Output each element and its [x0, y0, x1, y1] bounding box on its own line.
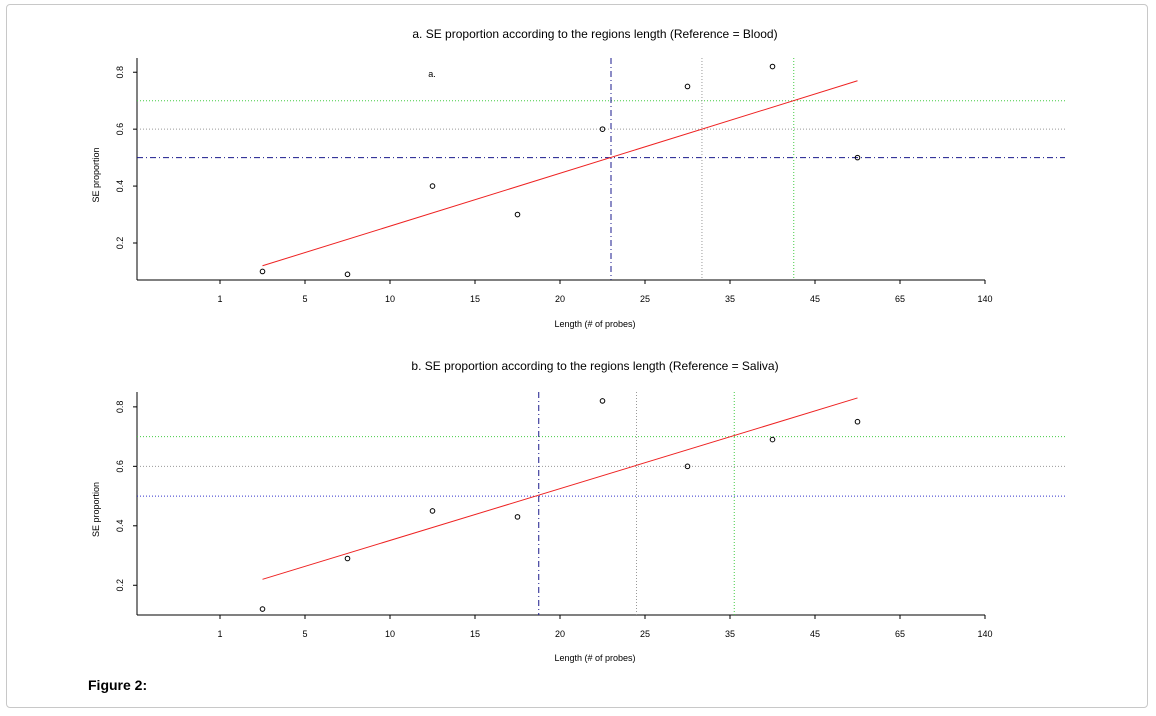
- x-tick-label: 45: [810, 294, 820, 304]
- x-tick-label: 1: [217, 294, 222, 304]
- y-tick-label: 0.6: [115, 123, 125, 136]
- data-point: [769, 63, 776, 70]
- figure-frame: [6, 4, 1148, 708]
- y-tick-label: 0.2: [115, 237, 125, 250]
- chart-title: b. SE proportion according to the region…: [411, 359, 778, 373]
- chart-panel-a: a. SE proportion according to the region…: [91, 27, 1065, 329]
- x-axis-label: Length (# of probes): [554, 319, 635, 329]
- x-tick-label: 5: [302, 629, 307, 639]
- regression-line: [262, 397, 858, 580]
- data-point: [684, 83, 691, 90]
- x-tick-label: 140: [977, 629, 992, 639]
- figure-caption: Figure 2:: [88, 677, 148, 693]
- x-tick-label: 20: [555, 294, 565, 304]
- x-tick-label: 35: [725, 294, 735, 304]
- data-point: [599, 398, 606, 404]
- chart-title: a. SE proportion according to the region…: [412, 27, 777, 41]
- data-point: [259, 268, 266, 275]
- x-tick-label: 140: [977, 294, 992, 304]
- x-tick-label: 1: [217, 629, 222, 639]
- y-tick-label: 0.6: [115, 460, 125, 473]
- data-point: [599, 126, 606, 132]
- data-point: [514, 211, 521, 218]
- y-tick-label: 0.4: [115, 520, 125, 533]
- regression-line: [262, 80, 858, 267]
- data-point: [344, 555, 351, 562]
- x-tick-label: 15: [470, 629, 480, 639]
- data-point: [429, 508, 436, 514]
- y-tick-label: 0.8: [115, 66, 125, 79]
- x-tick-label: 10: [385, 629, 395, 639]
- x-tick-label: 65: [895, 294, 905, 304]
- data-point: [684, 463, 691, 470]
- y-axis-label: SE proportion: [91, 482, 101, 537]
- data-point: [854, 154, 861, 161]
- y-axis-label: SE proportion: [91, 147, 101, 202]
- x-tick-label: 25: [640, 294, 650, 304]
- y-tick-label: 0.8: [115, 401, 125, 414]
- x-tick-label: 15: [470, 294, 480, 304]
- x-tick-label: 10: [385, 294, 395, 304]
- data-point: [259, 606, 266, 612]
- panel-annotation: a.: [428, 69, 436, 79]
- x-axis-label: Length (# of probes): [554, 653, 635, 663]
- x-tick-label: 25: [640, 629, 650, 639]
- x-tick-label: 35: [725, 629, 735, 639]
- chart-panel-b: b. SE proportion according to the region…: [91, 359, 1065, 663]
- y-tick-label: 0.4: [115, 180, 125, 193]
- x-tick-label: 65: [895, 629, 905, 639]
- x-tick-label: 45: [810, 629, 820, 639]
- data-point: [769, 436, 776, 443]
- data-point: [854, 418, 861, 425]
- data-point: [514, 514, 521, 520]
- x-tick-label: 20: [555, 629, 565, 639]
- x-tick-label: 5: [302, 294, 307, 304]
- data-point: [344, 271, 351, 278]
- data-point: [429, 183, 436, 189]
- y-tick-label: 0.2: [115, 579, 125, 592]
